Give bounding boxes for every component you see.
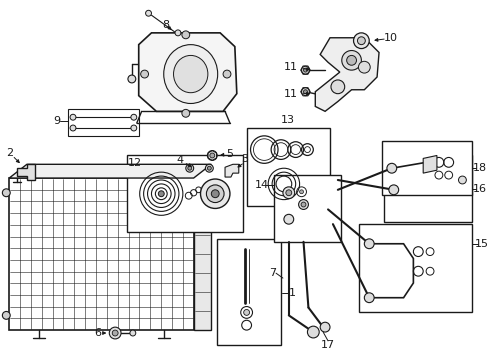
Circle shape <box>330 80 344 94</box>
Circle shape <box>131 125 137 131</box>
Circle shape <box>364 293 373 303</box>
Circle shape <box>182 109 189 117</box>
Circle shape <box>128 75 136 83</box>
Circle shape <box>346 55 356 65</box>
Circle shape <box>284 214 293 224</box>
Polygon shape <box>9 164 211 178</box>
Text: 1: 1 <box>288 288 296 298</box>
Circle shape <box>141 70 148 78</box>
Text: 16: 16 <box>472 184 486 194</box>
Circle shape <box>307 326 319 338</box>
Circle shape <box>200 179 229 208</box>
Bar <box>246 128 329 207</box>
Text: 14: 14 <box>255 180 269 190</box>
Circle shape <box>209 153 214 158</box>
Text: 10: 10 <box>383 33 397 43</box>
Circle shape <box>2 189 10 197</box>
Circle shape <box>364 239 373 249</box>
Circle shape <box>70 125 76 131</box>
Ellipse shape <box>163 45 217 103</box>
Circle shape <box>207 166 211 170</box>
Bar <box>381 141 471 195</box>
Circle shape <box>158 191 164 197</box>
Bar <box>217 239 281 345</box>
Circle shape <box>298 199 308 210</box>
Circle shape <box>211 190 219 198</box>
Bar <box>383 156 471 222</box>
Bar <box>9 178 193 330</box>
Circle shape <box>303 90 307 94</box>
Ellipse shape <box>173 55 207 93</box>
Text: 13: 13 <box>281 115 295 125</box>
Circle shape <box>353 33 368 49</box>
Text: 11: 11 <box>283 62 297 72</box>
Text: 18: 18 <box>472 163 486 173</box>
Circle shape <box>206 185 224 203</box>
Text: 11: 11 <box>283 89 297 99</box>
Circle shape <box>299 190 303 194</box>
Bar <box>359 224 471 312</box>
Text: 4: 4 <box>176 156 183 165</box>
Circle shape <box>130 330 136 336</box>
Circle shape <box>109 327 121 339</box>
Bar <box>127 156 242 232</box>
Circle shape <box>341 50 361 70</box>
Circle shape <box>112 330 118 336</box>
Text: 9: 9 <box>53 116 60 126</box>
Circle shape <box>223 70 230 78</box>
Circle shape <box>185 164 193 172</box>
Text: 2: 2 <box>6 148 13 158</box>
Circle shape <box>240 306 252 318</box>
Circle shape <box>303 68 307 72</box>
Text: 3: 3 <box>241 154 247 165</box>
Text: 6: 6 <box>94 328 101 338</box>
Circle shape <box>131 114 137 120</box>
Text: 5: 5 <box>226 149 233 158</box>
Polygon shape <box>139 33 236 111</box>
Text: 17: 17 <box>320 340 334 350</box>
Circle shape <box>283 187 294 199</box>
Circle shape <box>205 164 213 172</box>
Circle shape <box>2 311 10 319</box>
Circle shape <box>182 31 189 39</box>
Circle shape <box>187 166 191 170</box>
Text: 8: 8 <box>163 20 169 30</box>
Circle shape <box>243 310 249 315</box>
Circle shape <box>458 176 466 184</box>
Circle shape <box>207 150 217 161</box>
Circle shape <box>301 202 305 207</box>
Circle shape <box>301 66 309 74</box>
Polygon shape <box>224 164 238 177</box>
Text: 12: 12 <box>127 158 142 168</box>
Bar <box>193 178 211 330</box>
Circle shape <box>320 322 329 332</box>
Circle shape <box>388 185 398 195</box>
Bar <box>274 175 340 242</box>
Circle shape <box>386 163 396 173</box>
Circle shape <box>145 10 151 16</box>
Text: 15: 15 <box>474 239 488 249</box>
Circle shape <box>241 320 251 330</box>
Polygon shape <box>17 164 35 180</box>
Circle shape <box>358 61 369 73</box>
Polygon shape <box>315 38 378 111</box>
Circle shape <box>70 114 76 120</box>
Bar <box>68 109 139 136</box>
Circle shape <box>357 37 365 45</box>
Circle shape <box>285 190 291 196</box>
Polygon shape <box>422 156 436 173</box>
Circle shape <box>301 88 309 96</box>
Text: 7: 7 <box>269 268 276 278</box>
Circle shape <box>175 30 181 36</box>
